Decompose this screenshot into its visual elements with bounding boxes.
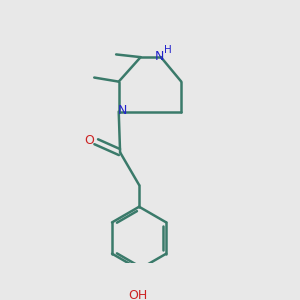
Text: N: N — [118, 104, 128, 117]
Text: OH: OH — [128, 290, 147, 300]
Text: N: N — [155, 50, 164, 63]
Text: H: H — [164, 45, 172, 55]
Text: O: O — [85, 134, 94, 147]
